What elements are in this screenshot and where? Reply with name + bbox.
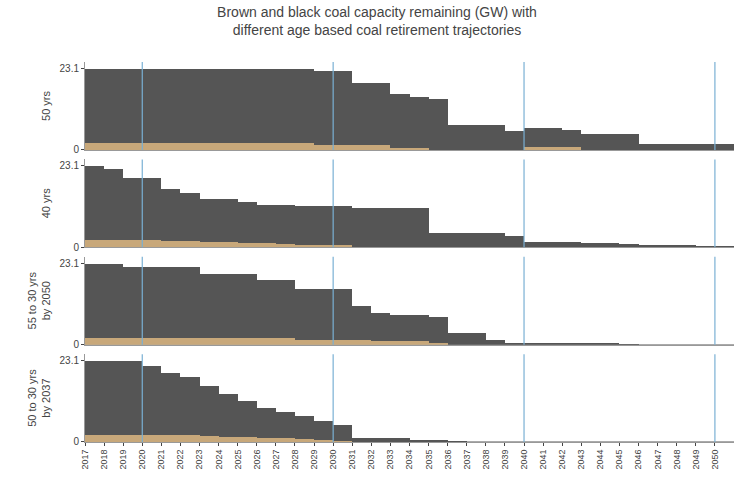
svg-text:0: 0 bbox=[73, 339, 79, 350]
svg-text:23.1: 23.1 bbox=[60, 63, 80, 74]
svg-text:2048: 2048 bbox=[672, 450, 682, 470]
svg-text:2047: 2047 bbox=[653, 450, 663, 470]
svg-text:2035: 2035 bbox=[424, 450, 434, 470]
svg-text:2043: 2043 bbox=[576, 450, 586, 470]
svg-text:2017: 2017 bbox=[80, 450, 90, 470]
svg-text:2045: 2045 bbox=[614, 450, 624, 470]
svg-text:2033: 2033 bbox=[385, 450, 395, 470]
svg-text:2023: 2023 bbox=[194, 450, 204, 470]
svg-text:2019: 2019 bbox=[118, 450, 128, 470]
svg-text:2034: 2034 bbox=[404, 450, 414, 470]
svg-text:2021: 2021 bbox=[156, 450, 166, 470]
svg-text:2030: 2030 bbox=[328, 450, 338, 470]
svg-text:2038: 2038 bbox=[481, 450, 491, 470]
svg-text:2024: 2024 bbox=[214, 450, 224, 470]
svg-text:0: 0 bbox=[73, 144, 79, 155]
svg-text:2018: 2018 bbox=[99, 450, 109, 470]
svg-text:2039: 2039 bbox=[500, 450, 510, 470]
svg-text:2026: 2026 bbox=[252, 450, 262, 470]
svg-text:23.1: 23.1 bbox=[60, 355, 80, 366]
svg-text:50 yrs: 50 yrs bbox=[40, 90, 52, 120]
svg-text:2020: 2020 bbox=[137, 450, 147, 470]
svg-text:55 to 30 yrsby 2050: 55 to 30 yrsby 2050 bbox=[26, 271, 52, 329]
svg-text:2029: 2029 bbox=[309, 450, 319, 470]
svg-text:2036: 2036 bbox=[443, 450, 453, 470]
svg-text:2049: 2049 bbox=[691, 450, 701, 470]
svg-text:23.1: 23.1 bbox=[60, 160, 80, 171]
svg-text:2042: 2042 bbox=[557, 450, 567, 470]
svg-text:0: 0 bbox=[73, 242, 79, 253]
svg-text:2044: 2044 bbox=[595, 450, 605, 470]
svg-text:2027: 2027 bbox=[271, 450, 281, 470]
svg-text:2031: 2031 bbox=[347, 450, 357, 470]
svg-text:2025: 2025 bbox=[233, 450, 243, 470]
svg-text:0: 0 bbox=[73, 436, 79, 447]
svg-text:23.1: 23.1 bbox=[60, 258, 80, 269]
svg-text:40 yrs: 40 yrs bbox=[40, 188, 52, 218]
svg-text:2041: 2041 bbox=[538, 450, 548, 470]
svg-text:2040: 2040 bbox=[519, 450, 529, 470]
svg-text:Brown and black coal capacity: Brown and black coal capacity remaining … bbox=[217, 4, 537, 38]
svg-text:50 to 30 yrsby 2037: 50 to 30 yrsby 2037 bbox=[26, 369, 52, 427]
svg-text:2032: 2032 bbox=[366, 450, 376, 470]
svg-text:2022: 2022 bbox=[175, 450, 185, 470]
svg-text:2050: 2050 bbox=[710, 450, 720, 470]
svg-text:2046: 2046 bbox=[633, 450, 643, 470]
svg-text:2028: 2028 bbox=[290, 450, 300, 470]
svg-text:2037: 2037 bbox=[462, 450, 472, 470]
